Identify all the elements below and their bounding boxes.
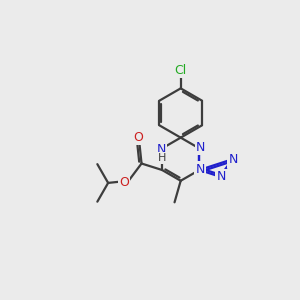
Text: N: N: [217, 170, 226, 183]
Text: O: O: [119, 176, 129, 189]
Text: Cl: Cl: [175, 64, 187, 77]
Text: N: N: [196, 163, 205, 176]
Text: H: H: [158, 153, 166, 163]
Text: N: N: [196, 141, 206, 154]
Text: O: O: [134, 131, 144, 144]
Text: N: N: [229, 154, 238, 166]
Text: N: N: [157, 143, 166, 156]
